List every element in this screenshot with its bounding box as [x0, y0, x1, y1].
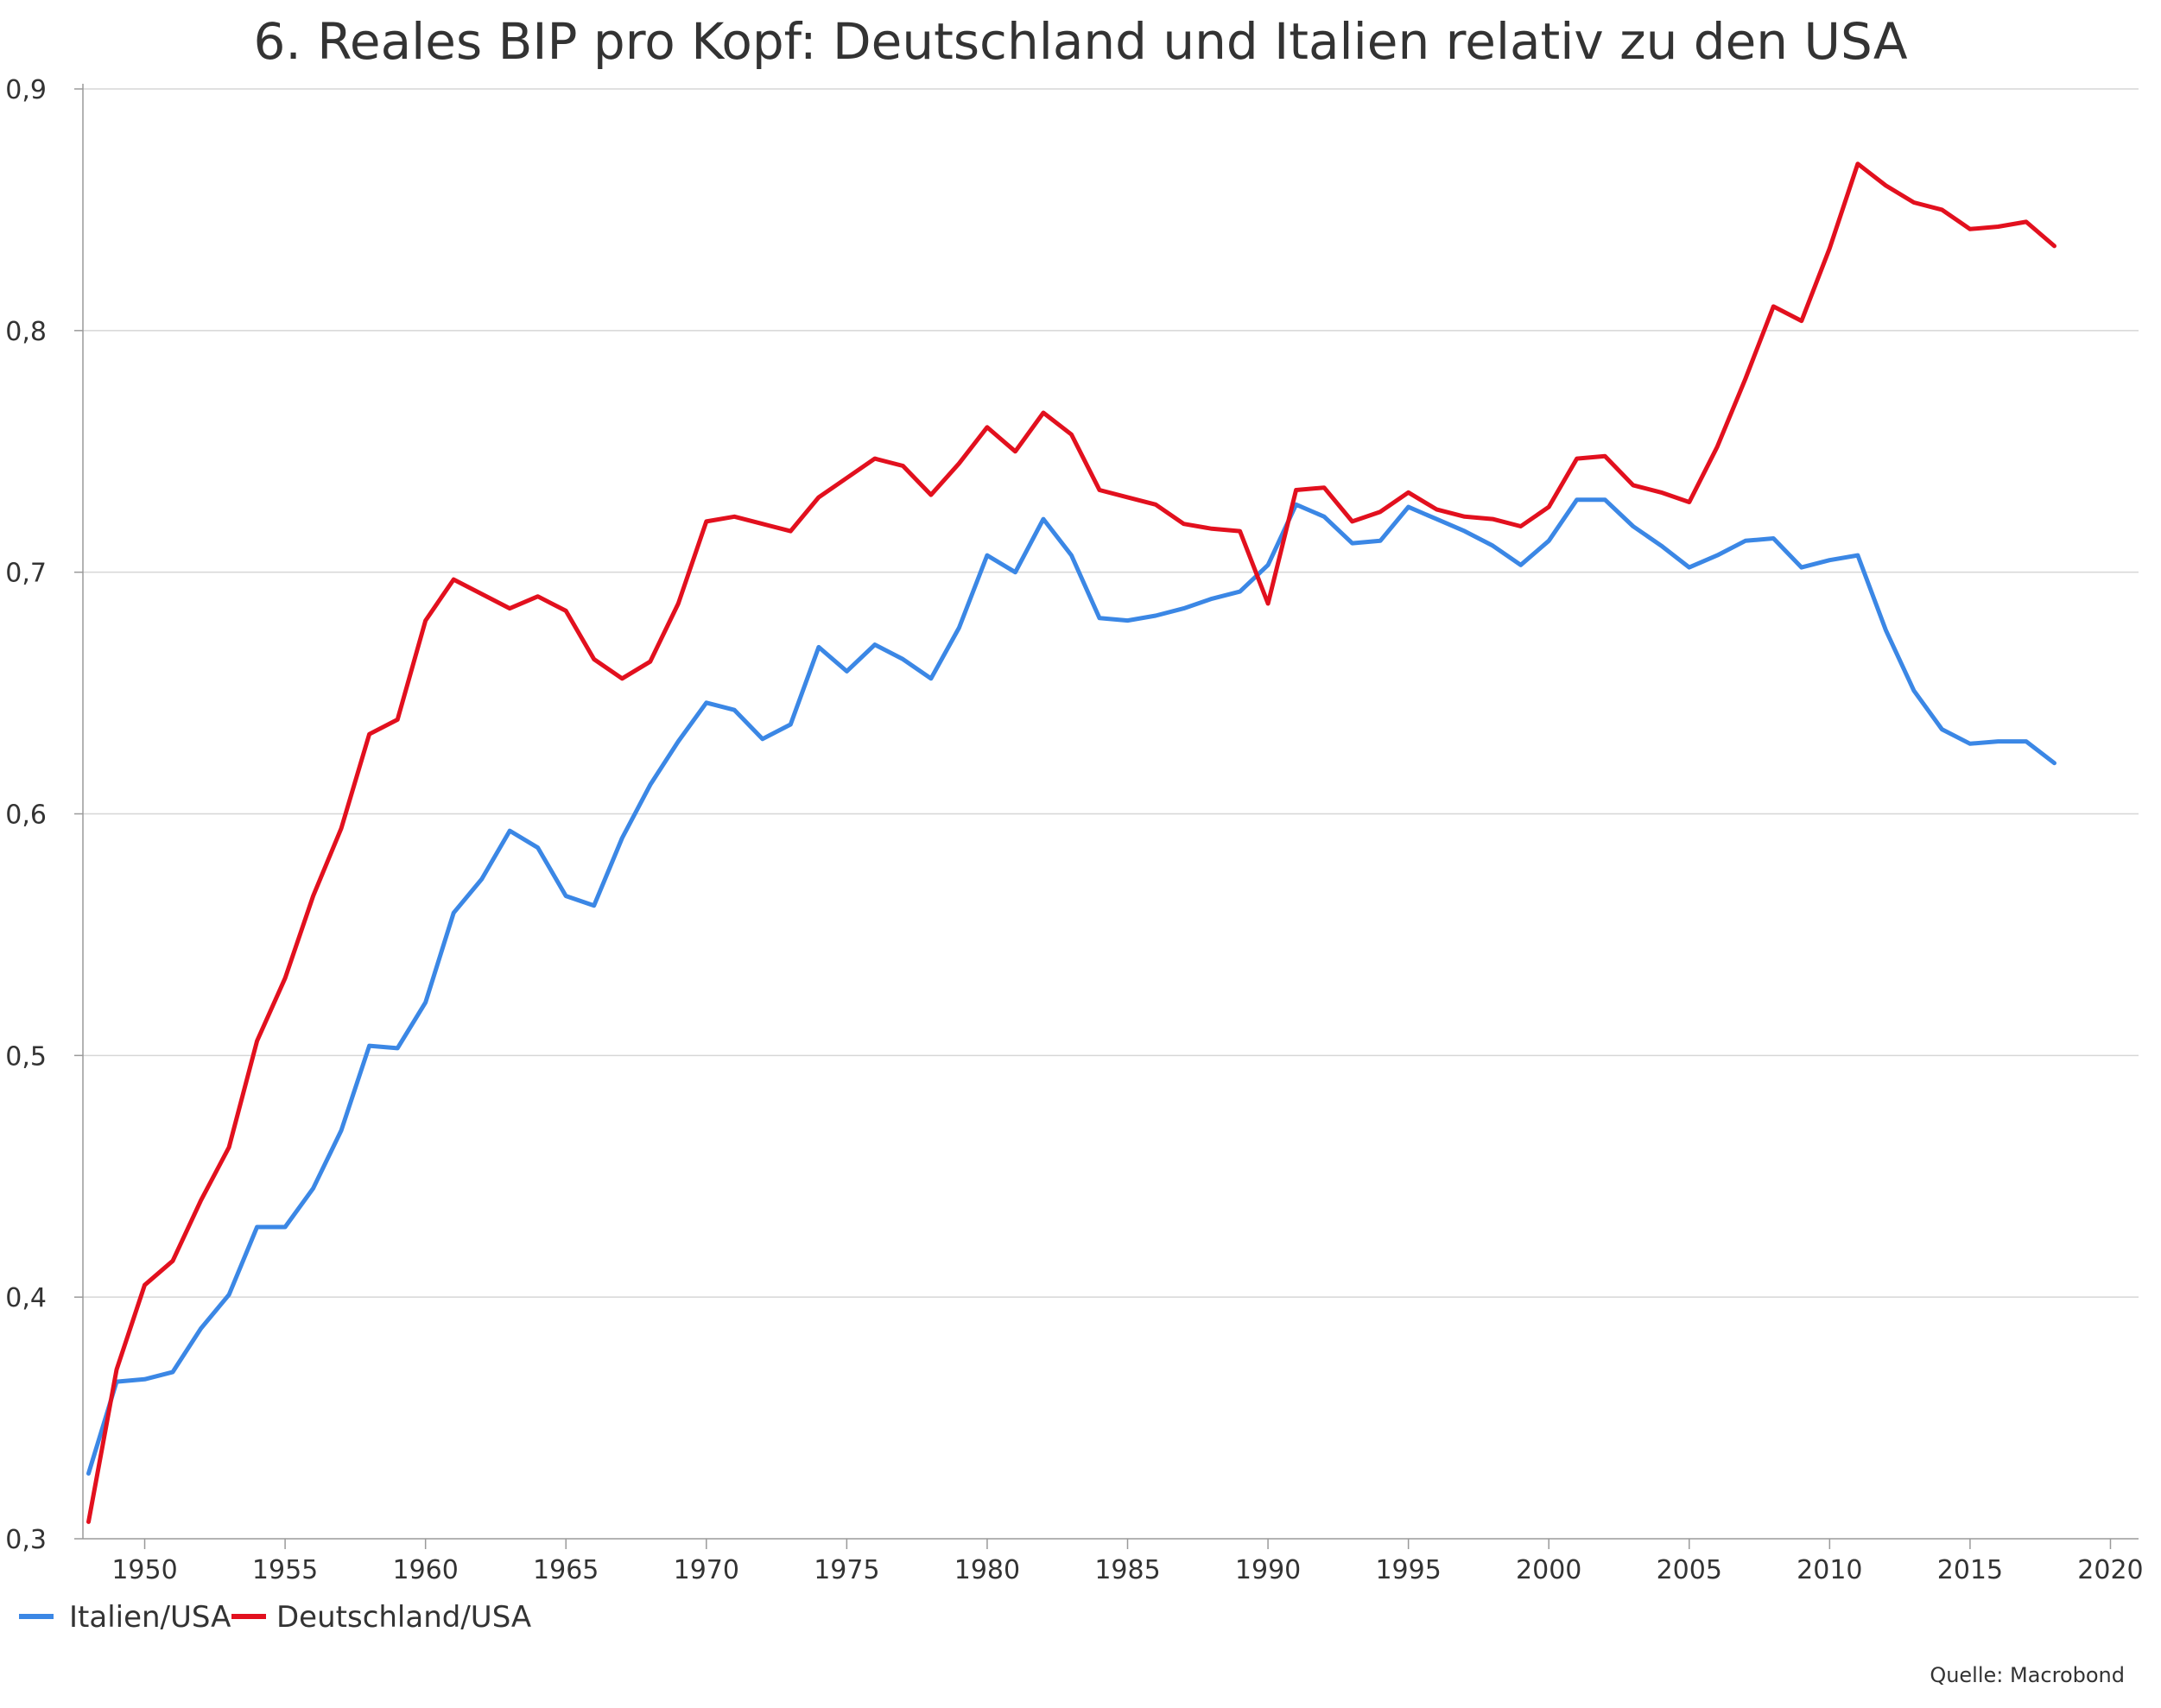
- y-tick-label: 0,6: [5, 800, 47, 831]
- series-line-0: [86, 497, 2056, 1476]
- y-tick-label: 0,3: [5, 1525, 47, 1555]
- series-line-1: [86, 161, 2056, 1524]
- x-tick-label: 1990: [1235, 1555, 1301, 1585]
- x-tick-label: 2015: [1937, 1555, 2003, 1585]
- x-tick-label: 2000: [1516, 1555, 1581, 1585]
- axes: [74, 84, 2139, 1549]
- y-tick-label: 0,8: [5, 317, 47, 347]
- x-tick-label: 1985: [1094, 1555, 1160, 1585]
- y-tick-label: 0,4: [5, 1283, 47, 1313]
- x-tick-label: 1970: [674, 1555, 739, 1585]
- series-lines: [86, 161, 2056, 1524]
- x-tick-label: 1950: [111, 1555, 177, 1585]
- x-tick-label: 1995: [1375, 1555, 1441, 1585]
- x-tick-label: 2005: [1657, 1555, 1722, 1585]
- x-tick-label: 1965: [533, 1555, 599, 1585]
- y-tick-label: 0,9: [5, 75, 47, 105]
- x-axis-tick-labels: 1950 1955 1960 1965 1970 1975 1980 1985 1990 1995…: [111, 1555, 2143, 1585]
- x-tick-label: 2010: [1797, 1555, 1862, 1585]
- source-note: Quelle: Macrobond: [1930, 1663, 2125, 1687]
- legend: Italien/USA Deutschland/USA: [19, 1600, 531, 1635]
- legend-label: Deutschland/USA: [276, 1600, 531, 1635]
- legend-label: Italien/USA: [69, 1600, 231, 1635]
- grid-lines: [83, 88, 2139, 1298]
- x-tick-label: 1960: [392, 1555, 458, 1585]
- x-tick-label: 2020: [2077, 1555, 2143, 1585]
- x-tick-label: 1975: [814, 1555, 879, 1585]
- x-tick-label: 1980: [954, 1555, 1020, 1585]
- x-tick-label: 1955: [252, 1555, 318, 1585]
- chart-title: 6. Reales BIP pro Kopf: Deutschland und …: [253, 12, 1907, 71]
- y-tick-label: 0,5: [5, 1041, 47, 1072]
- y-axis-tick-labels: 0,3 0,4 0,5 0,6 0,7 0,8 0,9: [5, 75, 47, 1555]
- y-tick-label: 0,7: [5, 559, 47, 589]
